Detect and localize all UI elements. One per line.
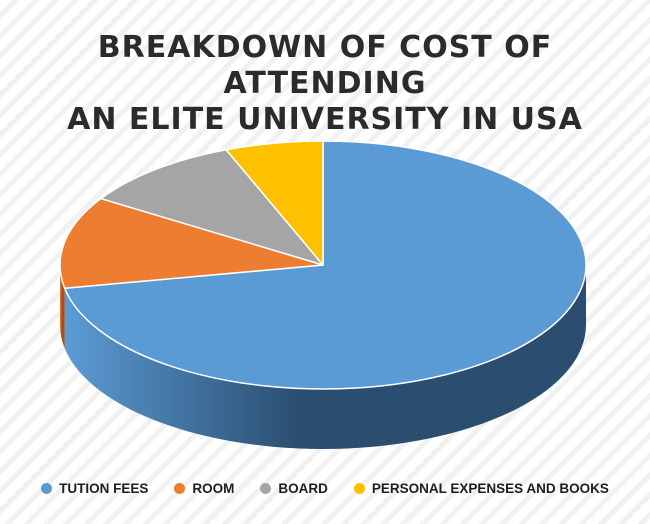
legend-label-room: ROOM xyxy=(192,481,235,496)
legend-swatch-personal-expenses xyxy=(353,483,365,494)
legend-label-board: BOARD xyxy=(278,481,328,496)
legend-item-personal-expenses: PERSONAL EXPENSES AND BOOKS xyxy=(353,481,609,496)
legend-label-personal-expenses: PERSONAL EXPENSES AND BOOKS xyxy=(371,481,609,496)
legend-swatch-room xyxy=(174,483,186,494)
chart-legend: TUTION FEES ROOM BOARD PERSONAL EXPENSES… xyxy=(0,481,650,496)
pie-slice-tution-fees xyxy=(63,140,587,390)
legend-item-room: ROOM xyxy=(174,481,234,496)
legend-label-tution-fees: TUTION FEES xyxy=(59,481,149,496)
chart-title-line-2: AN ELITE UNIVERSITY IN USA xyxy=(67,102,583,137)
pie-slice-board xyxy=(100,148,324,266)
pie-slice-personal-expenses xyxy=(225,140,324,266)
legend-item-board: BOARD xyxy=(260,481,328,496)
chart-title-line-1: BREAKDOWN OF COST OF ATTENDING xyxy=(97,30,553,101)
pie-side-tution-fees xyxy=(64,265,586,450)
chart-title: BREAKDOWN OF COST OF ATTENDING AN ELITE … xyxy=(0,30,650,138)
legend-swatch-tution-fees xyxy=(41,483,53,494)
legend-swatch-board xyxy=(260,483,272,494)
legend-item-tution-fees: TUTION FEES xyxy=(41,481,148,496)
pie-slice-room xyxy=(59,197,324,289)
